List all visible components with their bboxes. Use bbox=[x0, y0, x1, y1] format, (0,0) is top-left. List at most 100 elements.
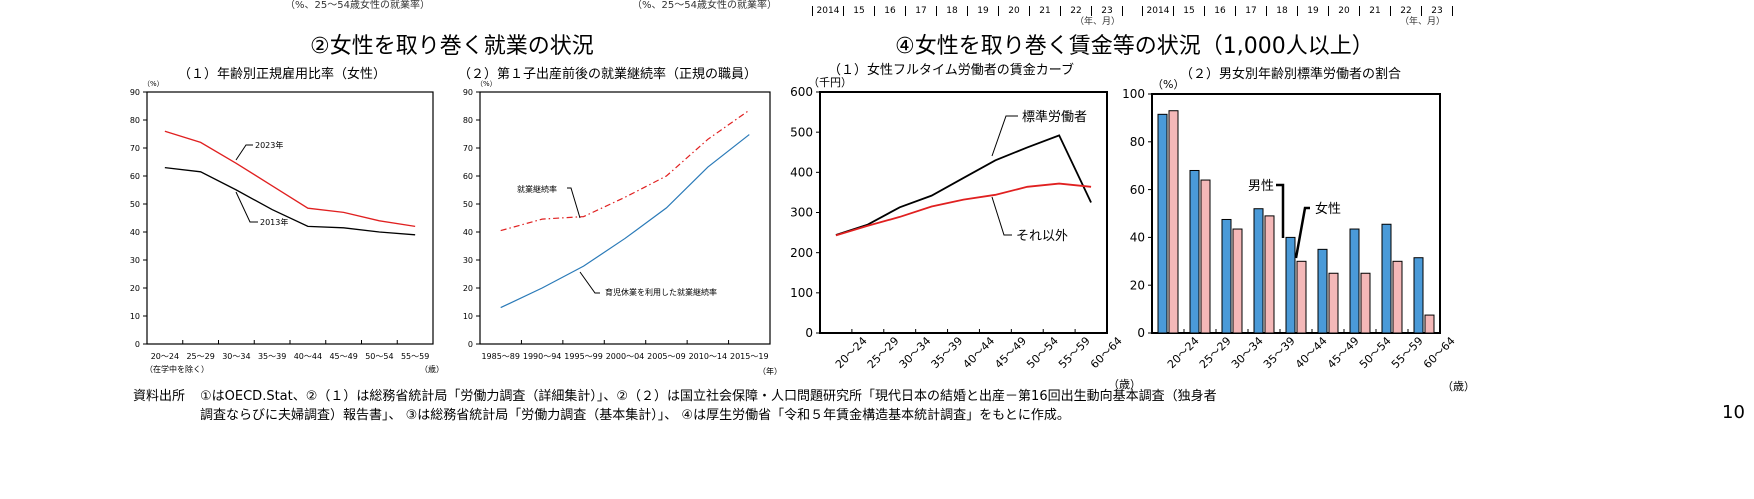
series-label-other: それ以外 bbox=[1016, 229, 1068, 244]
x-tick-label: 2010～14 bbox=[689, 352, 728, 361]
section2-title: ②女性を取り巻く就業の状況 bbox=[310, 34, 594, 59]
x-tick-label: 50～54 bbox=[365, 352, 393, 361]
y-axis-unit: （%） bbox=[143, 80, 164, 88]
leader-female bbox=[1294, 206, 1310, 259]
y-tick-label: 600 bbox=[790, 85, 813, 99]
series-label-continuation: 就業継続率 bbox=[517, 184, 557, 194]
bar-male bbox=[1221, 218, 1232, 334]
plot-frame bbox=[479, 91, 771, 345]
x-axis-unit: （歳） bbox=[1442, 380, 1475, 393]
x-tick-label: 20～24 bbox=[151, 352, 179, 361]
leader-2023 bbox=[235, 144, 253, 161]
y-tick-label: 0 bbox=[468, 340, 473, 349]
x-tick-label: 1985～89 bbox=[481, 352, 520, 361]
bar-female bbox=[1360, 272, 1371, 334]
top-note-left: （%、25～54歳女性の就業率） bbox=[285, 0, 430, 11]
series-label-2023: 2023年 bbox=[255, 140, 283, 150]
top-note-right: （%、25～54歳女性の就業率） bbox=[632, 0, 777, 11]
x-tick-label: 40～44 bbox=[960, 334, 997, 371]
y-tick-label: 90 bbox=[463, 88, 473, 97]
chart2-title: （２）第１子出産前後の就業継続率（正規の職員） bbox=[458, 67, 758, 82]
y-tick-label: 80 bbox=[130, 116, 140, 125]
year-tick: 20 bbox=[1328, 6, 1359, 16]
year-tick: 19 bbox=[967, 6, 998, 16]
series-line-2 bbox=[164, 166, 416, 236]
y-tick-label: 0 bbox=[135, 340, 140, 349]
year-tick: 23 bbox=[1421, 6, 1453, 16]
year-tick: 2014 bbox=[812, 6, 843, 16]
year-ticks-right: 2014 15 16 17 18 19 20 21 22 23 bbox=[1142, 0, 1453, 17]
bar-female bbox=[1328, 272, 1339, 334]
year-tick: 18 bbox=[936, 6, 967, 16]
x-axis-unit: （年） bbox=[758, 366, 782, 376]
x-tick-label: 35～39 bbox=[929, 334, 966, 371]
leader-other bbox=[991, 196, 1012, 236]
bar-female bbox=[1232, 228, 1243, 334]
y-tick-label: 50 bbox=[130, 200, 140, 209]
source-line-2: 調査ならびに夫婦調査）報告書」、 ③は総務省統計局「労働力調査（基本集計）」、 … bbox=[200, 408, 1070, 423]
chart3-title: （１）女性フルタイム労働者の賃金カーブ bbox=[828, 63, 1074, 78]
y-tick-label: 400 bbox=[790, 166, 813, 180]
y-tick-label: 60 bbox=[463, 172, 473, 181]
bar-male bbox=[1253, 208, 1264, 334]
bar-female bbox=[1392, 260, 1403, 334]
bar-female bbox=[1424, 314, 1435, 334]
year-tick: 15 bbox=[843, 6, 874, 16]
y-tick-label: 100 bbox=[790, 286, 813, 300]
y-tick-label: 20 bbox=[130, 284, 140, 293]
bar-male bbox=[1189, 169, 1200, 334]
source-line-1: ①はOECD.Stat、②（１）は総務省統計局「労働力調査（詳細集計）」、②（２… bbox=[200, 389, 1217, 404]
x-axis-unit: （歳） bbox=[1108, 378, 1141, 391]
x-tick-label: 35～39 bbox=[258, 352, 286, 361]
x-tick-label: 1995～99 bbox=[564, 352, 603, 361]
series-label-male: 男性 bbox=[1248, 179, 1274, 194]
year-tick: 17 bbox=[905, 6, 936, 16]
year-tick: 23 bbox=[1091, 6, 1123, 16]
year-tick: 22 bbox=[1060, 6, 1091, 16]
year-tick: 15 bbox=[1173, 6, 1204, 16]
x-axis-unit: （歳） bbox=[420, 364, 444, 374]
leader-standard bbox=[991, 115, 1018, 157]
x-axis-note: （在学中を除く） bbox=[145, 364, 209, 374]
series-label-female: 女性 bbox=[1315, 201, 1341, 217]
x-tick-label: 25～29 bbox=[186, 352, 214, 361]
year-tick: 22 bbox=[1390, 6, 1421, 16]
x-tick-label: 55～59 bbox=[1056, 334, 1093, 371]
y-tick-label: 60 bbox=[1130, 183, 1145, 197]
x-tick-label: 45～49 bbox=[1325, 334, 1362, 371]
x-tick-label: 30～34 bbox=[897, 334, 934, 371]
bar-male bbox=[1285, 236, 1296, 334]
year-tick: 17 bbox=[1235, 6, 1266, 16]
year-unit-right: （年、月） bbox=[1400, 17, 1446, 27]
chart4-title: （２）男女別年齢別標準労働者の割合 bbox=[1180, 67, 1402, 82]
year-tick: 16 bbox=[874, 6, 905, 16]
year-tick: 19 bbox=[1297, 6, 1328, 16]
y-tick-label: 60 bbox=[130, 172, 140, 181]
bar-female bbox=[1200, 179, 1211, 334]
y-tick-label: 90 bbox=[130, 88, 140, 97]
y-tick-label: 80 bbox=[463, 116, 473, 125]
x-tick-label: 35～39 bbox=[1261, 334, 1298, 371]
x-tick-label: 60～64 bbox=[1088, 334, 1125, 371]
y-tick-label: 40 bbox=[463, 228, 473, 237]
y-tick-label: 0 bbox=[805, 326, 813, 340]
y-axis-unit: （%） bbox=[1152, 78, 1184, 91]
bar-male bbox=[1157, 113, 1168, 334]
y-axis-unit: （千円） bbox=[808, 76, 852, 89]
y-tick-label: 80 bbox=[1130, 135, 1145, 149]
y-tick-label: 100 bbox=[1122, 87, 1145, 101]
x-tick-label: 2005～09 bbox=[647, 352, 686, 361]
year-unit-left: （年、月） bbox=[1075, 17, 1121, 27]
year-tick: 21 bbox=[1029, 6, 1060, 16]
x-tick-label: 20～24 bbox=[833, 334, 870, 371]
y-tick-label: 70 bbox=[463, 144, 473, 153]
section4-title: ④女性を取り巻く賃金等の状況（1,000人以上） bbox=[895, 34, 1374, 59]
bar-male bbox=[1381, 223, 1392, 334]
y-tick-label: 200 bbox=[790, 246, 813, 260]
x-tick-label: 50～54 bbox=[1357, 334, 1394, 371]
chart1-title: （１）年齢別正規雇用比率（女性） bbox=[178, 67, 387, 82]
x-tick-label: 2015～19 bbox=[730, 352, 769, 361]
leader-childcare-leave bbox=[579, 271, 600, 294]
y-tick-label: 40 bbox=[130, 228, 140, 237]
